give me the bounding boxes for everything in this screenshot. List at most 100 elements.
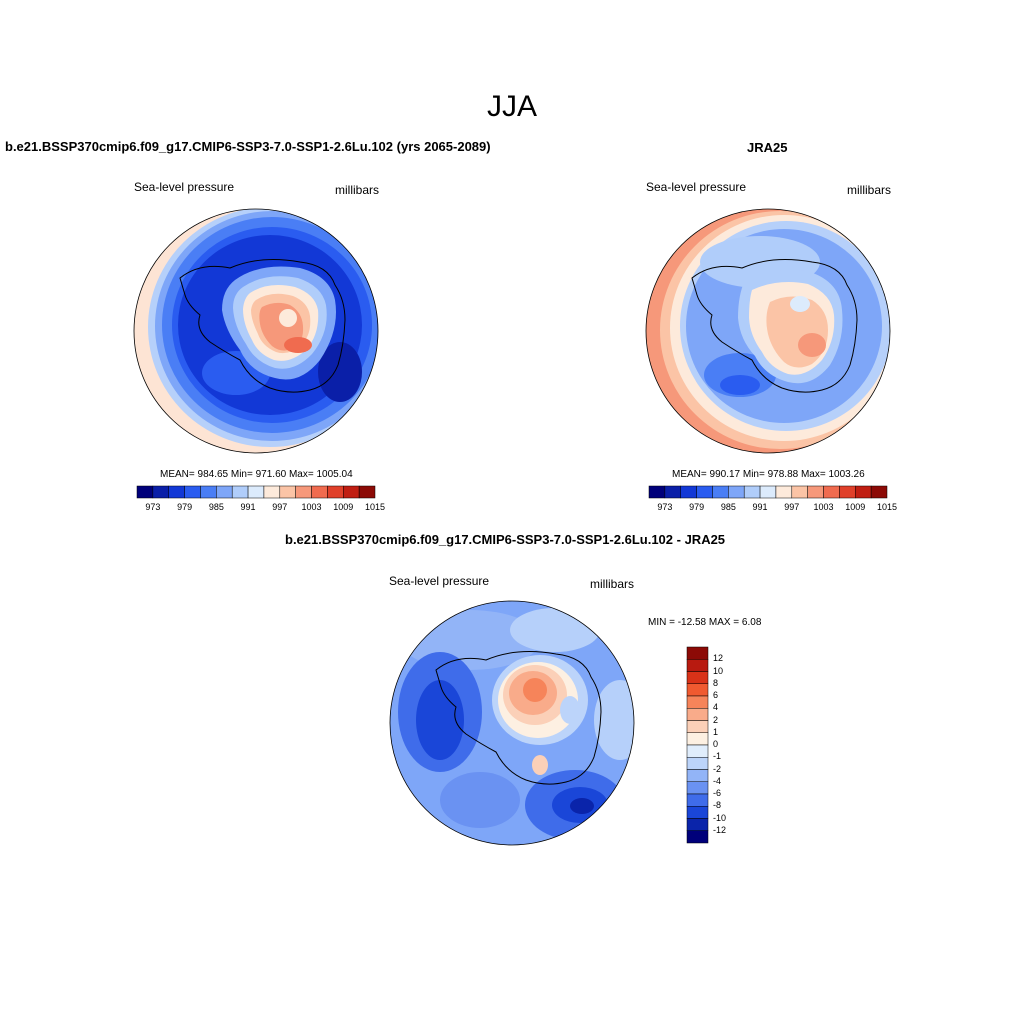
obs-variable-label: Sea-level pressure <box>646 180 747 194</box>
model-colorbar-box <box>295 485 312 499</box>
model-panel-title: b.e21.BSSP370cmip6.f09_g17.CMIP6-SSP3-7.… <box>5 139 491 154</box>
model-units-label: millibars <box>335 183 380 197</box>
diff-colorbar-box <box>686 793 709 807</box>
diff-slp-map <box>390 601 634 845</box>
diff-colorbar-tick-label: 2 <box>713 714 719 725</box>
obs-colorbar-box <box>870 485 888 499</box>
obs-colorbar-box <box>712 485 729 499</box>
model-colorbar-box <box>152 485 169 499</box>
model-colorbar-tick-label: 973 <box>145 502 161 512</box>
model-colorbar-box <box>358 485 376 499</box>
model-map-border <box>133 208 379 454</box>
obs-stats: MEAN= 990.17 Min= 978.88 Max= 1003.26 <box>672 469 865 480</box>
diff-colorbar-box <box>686 806 709 819</box>
model-colorbar-box <box>168 485 185 499</box>
obs-colorbar-box <box>839 485 856 499</box>
model-colorbar-box <box>263 485 281 499</box>
model-colorbar-box <box>136 485 154 499</box>
obs-colorbar-box <box>664 485 681 499</box>
model-stats: MEAN= 984.65 Min= 971.60 Max= 1005.04 <box>160 469 353 480</box>
diff-map-border <box>389 600 635 846</box>
model-colorbar-tick-label: 997 <box>272 502 288 512</box>
model-colorbar-box <box>216 485 233 499</box>
diff-colorbar-tick-label: -6 <box>713 788 722 798</box>
model-colorbar <box>136 485 376 499</box>
diff-colorbar-box <box>686 708 709 721</box>
diff-colorbar-tick-label: -12 <box>713 824 727 835</box>
diff-units-label: millibars <box>590 577 635 591</box>
obs-colorbar-box <box>855 485 872 499</box>
diff-colorbar-tick-label: -2 <box>713 763 722 774</box>
diff-colorbar-box <box>686 769 709 782</box>
obs-colorbar-tick-label: 991 <box>752 502 768 512</box>
obs-colorbar-box <box>791 485 808 499</box>
obs-colorbar-box <box>680 485 697 499</box>
model-colorbar-box <box>311 485 328 499</box>
model-colorbar-box <box>279 485 296 499</box>
diff-colorbar-box <box>686 781 709 795</box>
diff-antarctica-coastline <box>435 651 602 785</box>
obs-map-border <box>645 208 891 454</box>
diff-colorbar-box <box>686 818 709 831</box>
diff-panel-title: b.e21.BSSP370cmip6.f09_g17.CMIP6-SSP3-7.… <box>285 532 726 547</box>
model-colorbar-box <box>247 485 265 499</box>
diff-stats: MIN = -12.58 MAX = 6.08 <box>648 617 762 628</box>
diff-colorbar-tick-label: 8 <box>713 677 719 688</box>
diff-colorbar-box <box>686 757 709 770</box>
model-antarctica-coastline <box>179 259 346 393</box>
diff-variable-label: Sea-level pressure <box>389 574 490 588</box>
obs-colorbar-tick-label: 985 <box>720 502 736 512</box>
diff-colorbar-box <box>686 732 709 746</box>
diff-colorbar-tick-label: 4 <box>713 702 719 713</box>
obs-colorbar <box>648 485 888 499</box>
obs-colorbar-tick-label: 997 <box>784 502 800 512</box>
obs-colorbar-box <box>648 485 666 499</box>
diff-colorbar-box <box>686 720 709 733</box>
figure-title: JJA <box>486 90 537 123</box>
obs-colorbar-box <box>823 485 840 499</box>
obs-colorbar-box <box>807 485 824 499</box>
model-colorbar-box <box>231 485 249 499</box>
model-slp-map <box>134 209 378 453</box>
obs-panel-title: JRA25 <box>747 140 788 155</box>
diff-colorbar-box <box>686 830 709 844</box>
diff-colorbar-tick-label: 0 <box>713 739 719 749</box>
obs-colorbar-box <box>775 485 793 499</box>
obs-colorbar-box <box>759 485 777 499</box>
obs-colorbar-tick-label: 979 <box>689 502 705 512</box>
diff-colorbar-tick-label: 6 <box>713 690 719 700</box>
model-colorbar-tick-label: 1015 <box>364 502 386 512</box>
model-colorbar-tick-label: 991 <box>240 502 256 512</box>
diff-colorbar-box <box>686 744 709 758</box>
obs-colorbar-tick-label: 1009 <box>845 502 866 512</box>
obs-units-label: millibars <box>847 183 892 197</box>
model-colorbar-box <box>343 485 360 499</box>
obs-antarctica-coastline <box>691 259 858 393</box>
diff-colorbar <box>686 646 709 844</box>
model-colorbar-box <box>200 485 217 499</box>
diff-colorbar-tick-label: -8 <box>713 800 722 811</box>
obs-colorbar-tick-label: 1003 <box>813 502 834 512</box>
diff-colorbar-box <box>686 695 709 709</box>
model-variable-label: Sea-level pressure <box>134 180 235 194</box>
obs-colorbar-tick-label: 973 <box>657 502 673 512</box>
diff-colorbar-box <box>686 659 709 672</box>
diff-colorbar-tick-label: 1 <box>713 726 719 737</box>
diff-colorbar-box <box>686 671 709 684</box>
diff-colorbar-tick-label: 12 <box>713 653 724 664</box>
obs-colorbar-box <box>728 485 745 499</box>
diff-colorbar-box <box>686 683 709 697</box>
diff-colorbar-tick-label: -1 <box>713 751 722 762</box>
model-colorbar-box <box>184 485 201 499</box>
diff-colorbar-box <box>686 646 709 660</box>
diff-colorbar-tick-label: 10 <box>713 665 724 676</box>
model-colorbar-tick-label: 1009 <box>333 502 354 512</box>
obs-colorbar-box <box>696 485 713 499</box>
model-colorbar-tick-label: 1003 <box>301 502 322 512</box>
obs-colorbar-tick-label: 1015 <box>876 502 898 512</box>
diff-colorbar-tick-label: -10 <box>713 812 727 823</box>
model-colorbar-box <box>327 485 344 499</box>
obs-slp-map <box>646 209 890 453</box>
model-colorbar-tick-label: 979 <box>177 502 193 512</box>
